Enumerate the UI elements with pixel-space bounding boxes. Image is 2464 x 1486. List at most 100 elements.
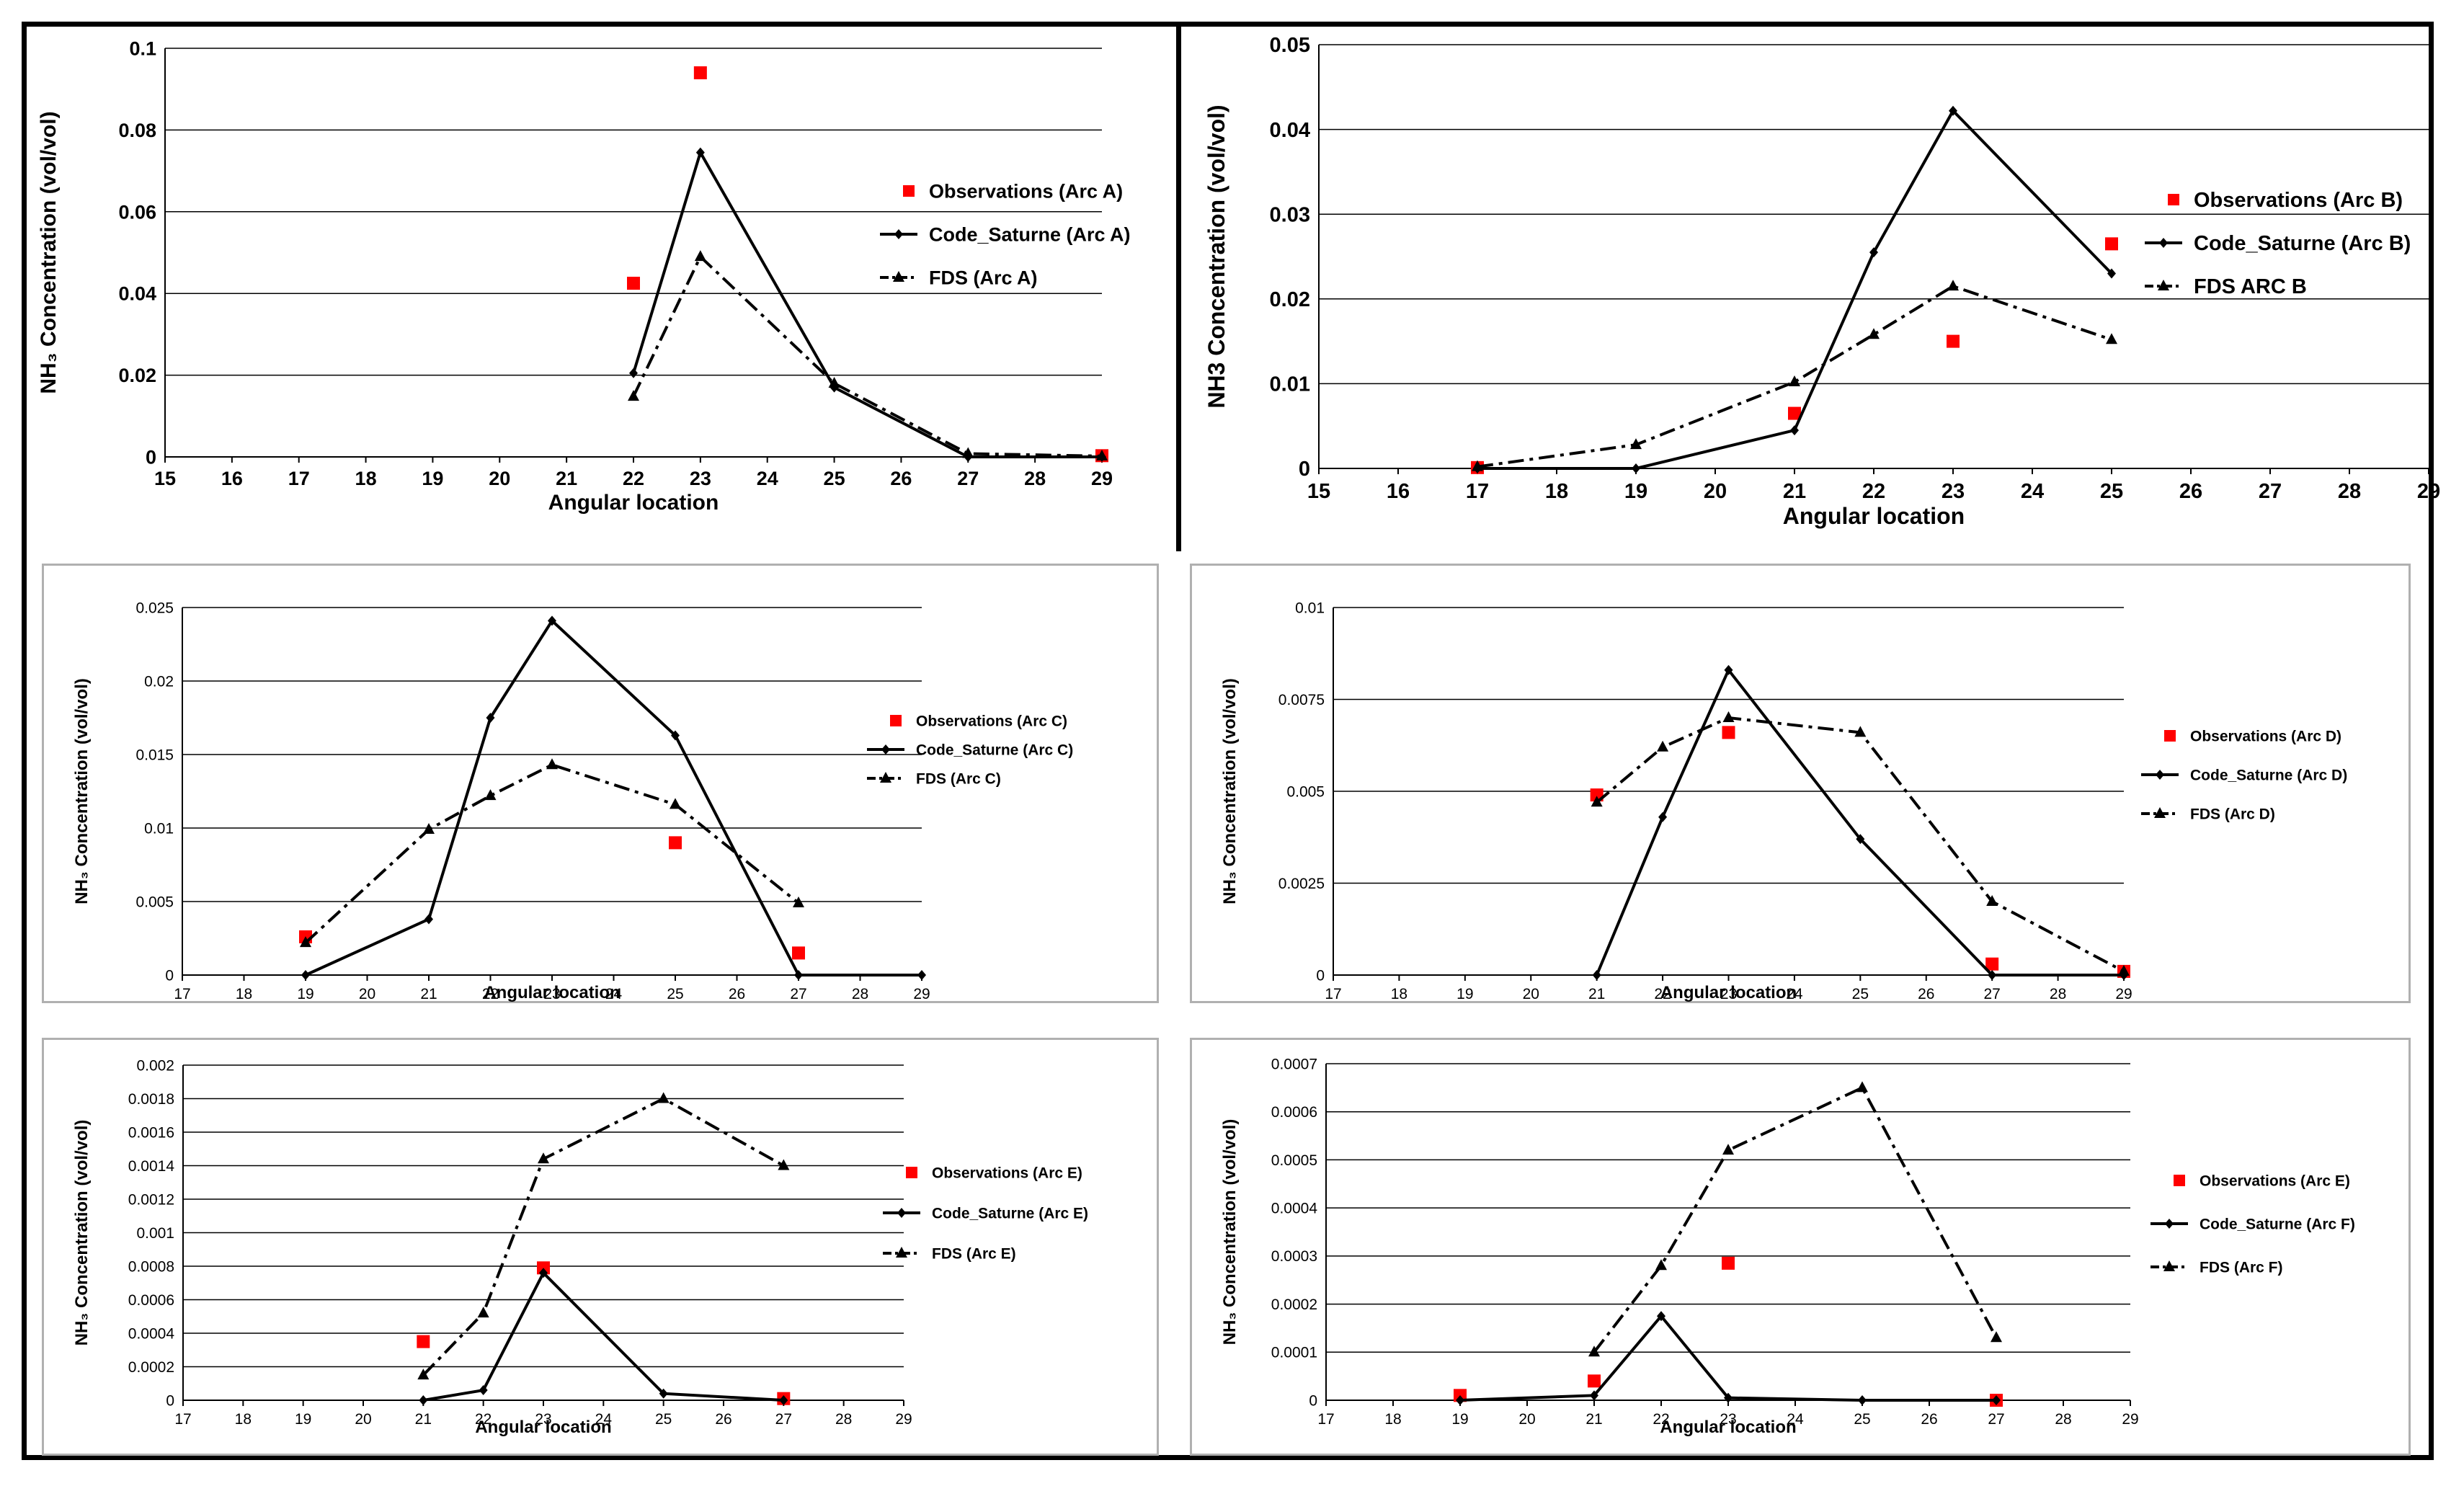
x-tick-label: 23 [690,468,711,489]
figure-frame [22,22,2434,1460]
legend-diamond-marker [897,1208,906,1218]
fds-marker [778,1159,790,1170]
fds-marker [1986,895,1998,906]
legend-observation-swatch [2164,730,2176,742]
chart-arc-f: 0 0.0001 0.0002 0.0003 0.0004 0.0005 0.0006 0.0… [1220,1056,2355,1437]
y-tick-label: 0.0001 [1271,1345,1317,1361]
x-tick-label: 18 [1545,480,1568,503]
x-tick-label: 21 [1783,480,1806,503]
code-saturne-marker [1590,1390,1598,1401]
chart-arc-a: 0 0.02 0.04 0.06 0.08 0.1 15 16 17 18 19 20 21 22 23 24… [37,37,1131,515]
x-tick-label: 28 [1024,468,1046,489]
legend-triangle-marker [893,271,904,282]
legend-diamond-marker [894,229,903,239]
legend-label: Observations (Arc E) [2200,1173,2350,1189]
fds-marker [1655,1259,1667,1271]
x-tick-label: 23 [535,1411,551,1428]
observation-point [1947,334,1960,348]
observation-point [417,1335,430,1348]
x-tick-label: 20 [1523,986,1539,1002]
fds-marker [1991,1331,2002,1343]
fds-marker [828,376,840,388]
x-tick-label: 24 [595,1411,613,1428]
legend-label: FDS ARC B [2194,275,2307,298]
fds-marker [1722,1144,1734,1155]
observation-point [669,836,682,850]
fds-marker [1854,726,1867,737]
chart-panel-arc-c: 0 0.005 0.01 0.015 0.02 0.025 17 18 19 20 21 22 23 24… [42,564,1159,1003]
legend-observation-swatch [890,715,902,726]
code-saturne-marker [917,970,926,980]
fds-line [304,763,800,944]
x-tick-label: 25 [2100,480,2123,503]
x-tick-label: 21 [1588,986,1605,1002]
x-tick-label: 22 [482,986,499,1002]
y-tick-label: 0.0002 [1271,1296,1317,1313]
x-tick-label: 15 [1307,480,1330,503]
legend-triangle-marker [2158,280,2169,290]
code-saturne-marker [1657,1311,1665,1322]
fds-marker [628,390,639,401]
x-tick-label: 28 [2055,1411,2071,1428]
x-tick-label: 28 [2338,480,2361,503]
code-saturne-marker [1988,970,1997,980]
legend-observation-swatch [903,185,915,197]
code-saturne-marker [1992,1395,2001,1405]
fds-marker [657,1092,670,1103]
fds-marker [417,1369,430,1380]
x-tick-label: 27 [1988,1411,2004,1428]
code-saturne-line [423,1270,784,1402]
x-tick-label: 27 [957,468,979,489]
code-saturne-marker [1790,425,1799,436]
y-tick-label: 0.0005 [1271,1152,1317,1169]
legend-label: Observations (Arc B) [2194,189,2403,212]
fds-marker [1868,328,1880,339]
legend-triangle-marker [880,772,891,783]
chart-arc-b: 0 0.01 0.02 0.03 0.04 0.05 15 16 17 18 19 20 21 22 23 2… [1204,34,2440,529]
x-tick-label: 29 [895,1411,912,1428]
fds-marker [300,936,311,948]
x-tick-label: 24 [2021,480,2044,503]
x-tick-label: 15 [154,468,176,489]
code-saturne-line [1459,1314,1996,1402]
x-tick-label: 25 [655,1411,672,1428]
x-tick-label: 19 [422,468,443,489]
chart-arc-c: 0 0.005 0.01 0.015 0.02 0.025 17 18 19 20 21 22 23 24… [72,600,1073,1002]
y-tick-label: 0 [166,1392,174,1409]
fds-marker [1789,375,1800,387]
x-tick-label: 16 [221,468,243,489]
y-tick-label: 0.0004 [1271,1200,1318,1216]
legend-triangle-marker [2154,807,2166,818]
observation-point [792,946,805,960]
fds-marker [1588,1345,1600,1357]
x-tick-label: 24 [757,468,778,489]
x-axis-label: Angular location [1660,1418,1796,1437]
fds-line [1593,1085,1998,1353]
observation-point [1588,1374,1601,1388]
code-saturne-marker [1869,247,1878,258]
x-tick-label: 18 [355,468,377,489]
x-tick-label: 17 [174,1411,191,1428]
x-tick-label: 25 [1854,1411,1870,1428]
code-saturne-marker [1456,1395,1464,1405]
x-tick-label: 28 [852,986,868,1002]
y-axis-label: NH₃ Concentration (vol/vol) [72,678,92,904]
legend-triangle-marker [2163,1260,2175,1271]
x-tick-label: 20 [355,1411,371,1428]
code-saturne-marker [486,713,495,723]
fds-marker [423,823,435,835]
fds-marker [1472,460,1483,471]
y-tick-label: 0.0018 [128,1091,174,1108]
code-saturne-marker [695,147,705,158]
y-tick-label: 0.02 [118,365,156,386]
x-tick-label: 27 [790,986,806,1002]
x-tick-label: 29 [913,986,930,1002]
legend-label: Observations (Arc A) [929,180,1123,202]
legend-label: Code_Saturne (Arc A) [929,223,1131,245]
y-tick-label: 0.005 [135,894,174,910]
x-tick-label: 17 [174,986,190,1002]
x-tick-label: 27 [2259,480,2282,503]
observation-point [1722,726,1735,739]
fds-marker [2118,964,2130,976]
x-tick-label: 17 [1325,986,1341,1002]
